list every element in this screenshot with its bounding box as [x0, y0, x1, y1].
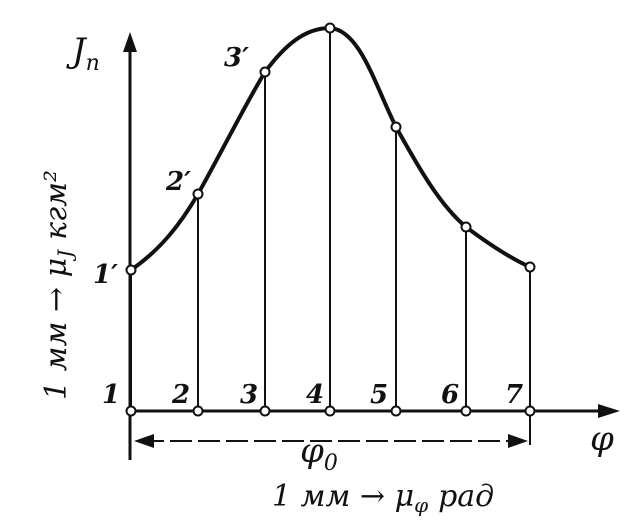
- base-point-6: [460, 405, 472, 417]
- base-point-7: [524, 405, 536, 417]
- curve-point-markers: [125, 22, 536, 276]
- base-point-5: [390, 405, 402, 417]
- base-label-4: 4: [306, 380, 324, 410]
- base-label-5: 5: [370, 380, 388, 410]
- span-arrowhead-right: [508, 434, 528, 448]
- span-label: φ0: [300, 431, 338, 476]
- base-point-1: [125, 405, 137, 417]
- base-label-2: 2: [171, 380, 190, 410]
- base-label-3: 3: [240, 380, 258, 410]
- x-axis-arrowhead: [598, 404, 620, 418]
- y-scale-note: 1 мм → μJкгм²: [39, 170, 77, 400]
- base-point-4: [324, 405, 336, 417]
- curve-point-1: [125, 264, 137, 276]
- base-point-2: [192, 405, 204, 417]
- curve-point-6: [460, 221, 472, 233]
- ordinate-lines: [130, 28, 531, 411]
- curve-label-3: 3′: [224, 43, 249, 73]
- base-label-1: 1: [102, 380, 120, 410]
- base-point-3: [259, 405, 271, 417]
- x-axis-label: φ: [590, 419, 614, 459]
- curve-point-4: [324, 22, 336, 34]
- y-axis-arrowhead: [123, 32, 137, 52]
- x-scale-note: 1 мм → μφ рад: [272, 479, 494, 517]
- curve-point-3: [259, 66, 271, 78]
- curve-point-2: [192, 188, 204, 200]
- span-arrowhead-left: [134, 434, 154, 448]
- y-axis-label: Jп: [66, 31, 100, 76]
- base-label-6: 6: [441, 380, 459, 410]
- curve-point-5: [390, 121, 402, 133]
- curve-label-1: 1′: [93, 260, 118, 290]
- base-label-7: 7: [505, 380, 523, 410]
- curve-point-7: [524, 261, 536, 273]
- curve-label-2: 2′: [165, 167, 191, 197]
- base-point-markers: [125, 405, 536, 417]
